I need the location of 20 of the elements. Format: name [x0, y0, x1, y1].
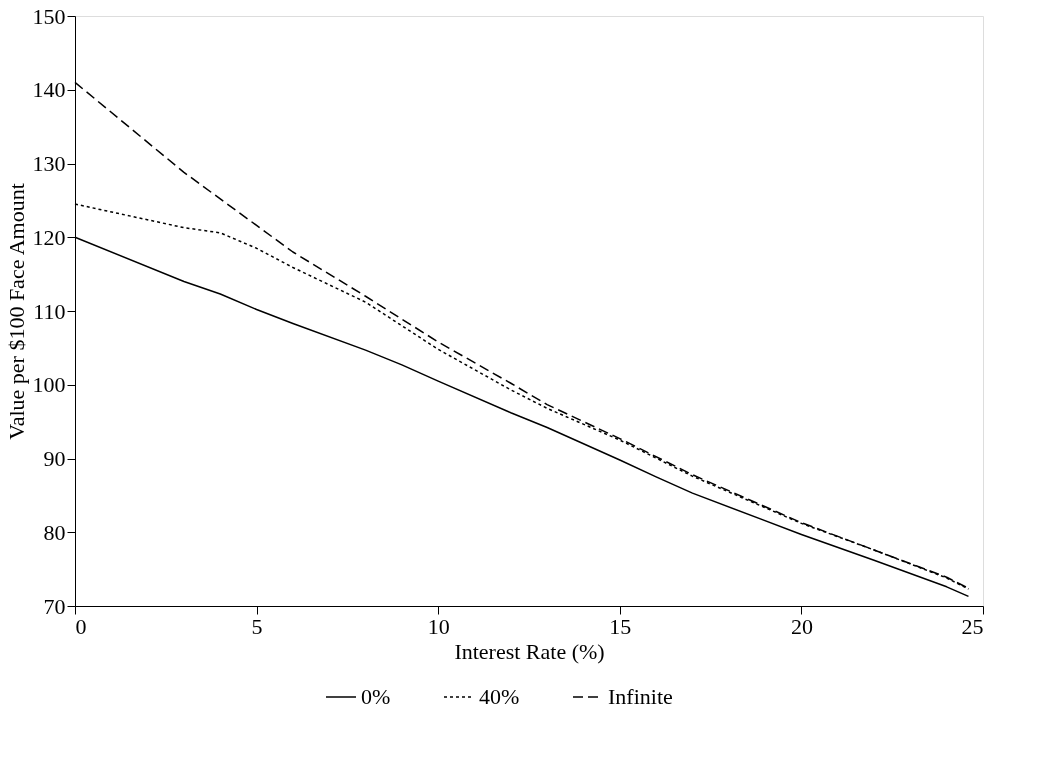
x-axis-title: Interest Rate (%) [454, 638, 605, 664]
x-tick-label: 15 [609, 613, 632, 639]
y-tick-label: 110 [33, 298, 66, 324]
y-tick-label: 90 [43, 446, 66, 471]
y-tick-label: 120 [32, 224, 66, 250]
x-tick-label: 10 [427, 613, 450, 639]
x-tick-label: 5 [251, 613, 263, 639]
y-tick-label: 150 [32, 3, 66, 29]
x-tick-label: 20 [790, 613, 813, 639]
y-axis-title: Value per $100 Face Amount [3, 183, 29, 440]
y-tick-label: 100 [32, 372, 66, 398]
y-tick-label: 70 [43, 593, 66, 619]
x-tick-label: 25 [961, 613, 984, 639]
y-tick-label: 140 [32, 77, 66, 103]
x-tick-label: 0 [75, 613, 87, 639]
legend-label: 40% [479, 684, 520, 709]
legend-label: 0% [361, 684, 391, 709]
legend-label: Infinite [608, 684, 673, 709]
y-tick-label: 130 [32, 151, 66, 176]
y-tick-label: 80 [43, 519, 66, 545]
